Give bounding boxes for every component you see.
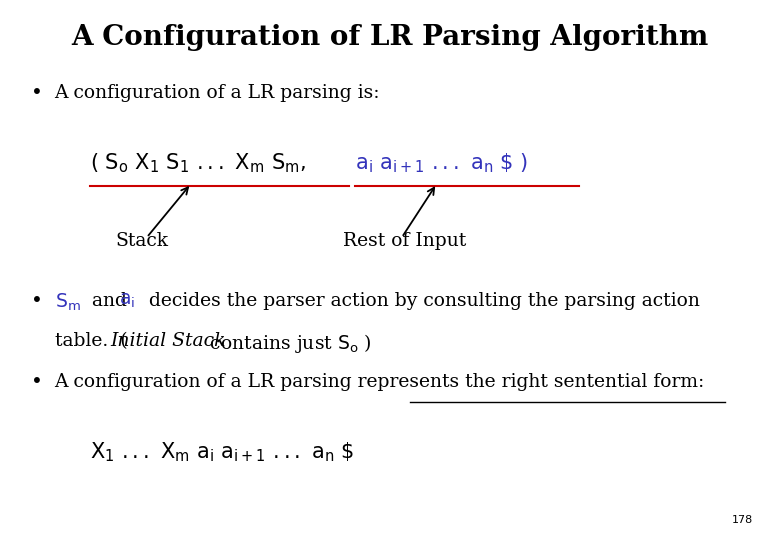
Text: Stack: Stack	[115, 232, 168, 250]
Text: table.  (: table. (	[55, 332, 127, 350]
Text: •: •	[31, 84, 43, 103]
Text: A configuration of a LR parsing is:: A configuration of a LR parsing is:	[55, 84, 380, 102]
Text: $\mathrm{( \ S_o \ X_1 \ S_1 \ ... \ X_m \ S_m,}$: $\mathrm{( \ S_o \ X_1 \ S_1 \ ... \ X_m…	[90, 151, 306, 175]
Text: $\mathrm{a_i}$: $\mathrm{a_i}$	[119, 292, 136, 310]
Text: $\mathrm{a_i \ a_{i+1} \ ... \ a_n \ \$ \ )}$: $\mathrm{a_i \ a_{i+1} \ ... \ a_n \ \$ …	[355, 151, 528, 175]
Text: A configuration of a LR parsing represents the right sentential form:: A configuration of a LR parsing represen…	[55, 373, 705, 390]
Text: •: •	[31, 373, 43, 392]
Text: $\mathrm{X_1 \ ... \ X_m \ a_i \ a_{i+1} \ ... \ a_n \ \$}$: $\mathrm{X_1 \ ... \ X_m \ a_i \ a_{i+1}…	[90, 440, 354, 464]
Text: contains just $\mathrm{S_o}$ ): contains just $\mathrm{S_o}$ )	[198, 332, 372, 355]
Text: Initial Stack: Initial Stack	[111, 332, 226, 350]
Text: •: •	[31, 292, 43, 310]
Text: and: and	[86, 292, 133, 309]
Text: 178: 178	[732, 515, 753, 525]
Text: Rest of Input: Rest of Input	[343, 232, 466, 250]
Text: A Configuration of LR Parsing Algorithm: A Configuration of LR Parsing Algorithm	[72, 24, 708, 51]
Text: $\mathrm{S_m}$: $\mathrm{S_m}$	[55, 292, 80, 313]
Text: decides the parser action by consulting the parsing action: decides the parser action by consulting …	[143, 292, 700, 309]
